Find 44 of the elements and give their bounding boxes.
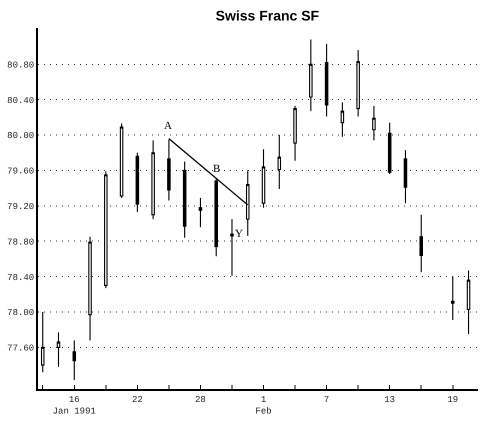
candlestick [324, 43, 328, 118]
candlestick [72, 340, 76, 381]
candlestick [120, 123, 124, 198]
annotation: A [164, 120, 172, 132]
x-tick-label: 7 [324, 394, 330, 405]
annotation: Y [235, 228, 243, 240]
y-tick-label: 80.00 [7, 131, 34, 142]
candlestick [104, 170, 108, 289]
candlestick [88, 236, 92, 341]
x-tick-label: 16 Jan 1991 [52, 394, 96, 416]
candlestick [466, 270, 470, 335]
y-tick-label: 78.80 [7, 237, 34, 248]
y-tick-label: 79.60 [7, 166, 34, 177]
y-tick-label: 80.80 [7, 60, 34, 70]
candlestick [419, 214, 423, 273]
x-tick-label: 19 [447, 394, 458, 405]
x-tick-label: 22 [132, 394, 143, 405]
y-tick-label: 77.60 [7, 344, 34, 354]
candlestick [388, 122, 392, 175]
candlestick [340, 102, 344, 138]
candlestick [356, 50, 360, 118]
candlestick [278, 134, 282, 190]
candlestick [404, 150, 408, 204]
candlestick [372, 105, 376, 141]
annotation: B [213, 163, 220, 175]
y-tick-label: 79.20 [7, 202, 34, 212]
chart-title: Swiss Franc SF [216, 7, 320, 24]
x-tick-label: 28 [195, 394, 206, 405]
x-tick-label: 1 Feb [255, 394, 272, 416]
y-tick-label: 80.40 [7, 96, 34, 106]
y-tick-label: 78.00 [7, 308, 34, 318]
candlestick [56, 332, 60, 368]
candlestick [40, 311, 44, 373]
candlestick [182, 161, 186, 238]
candlestick [230, 218, 234, 276]
candlestick [262, 148, 266, 208]
candlestick [309, 38, 313, 112]
x-tick-label: 13 [384, 394, 396, 405]
y-tick-label: 78.40 [7, 272, 34, 283]
candlestick [293, 105, 297, 162]
candlestick [198, 197, 202, 228]
candlestick [451, 276, 455, 321]
candlestick [136, 152, 140, 213]
candlestick [151, 140, 155, 220]
